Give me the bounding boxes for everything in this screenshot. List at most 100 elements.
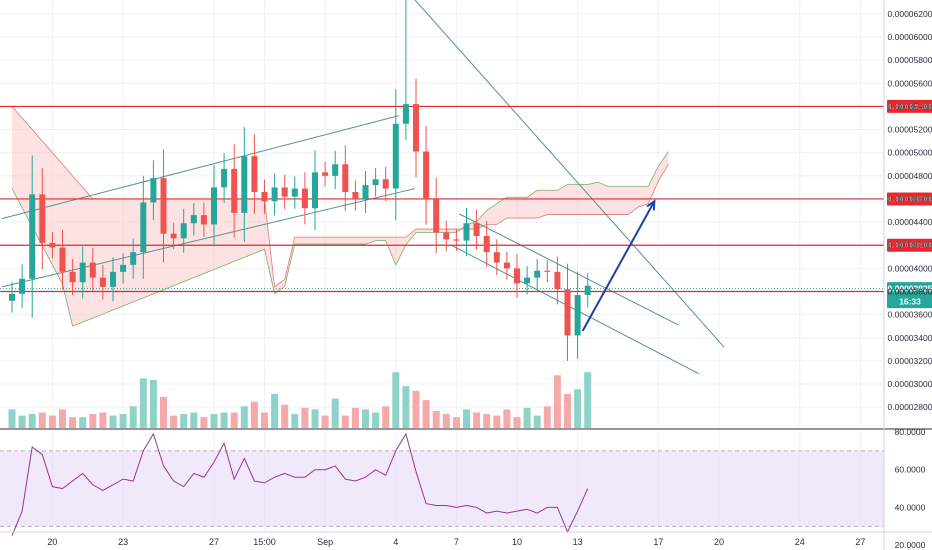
candle-body xyxy=(443,232,450,240)
volume-bar xyxy=(160,397,167,428)
volume-bar xyxy=(442,414,450,428)
time-tick-label: 27 xyxy=(209,537,219,547)
volume-bar xyxy=(362,409,369,428)
price-tick-label: 0.00003600 xyxy=(888,310,932,320)
rsi-tick-label: 80.0000 xyxy=(895,427,926,437)
trend-line xyxy=(1,188,416,288)
candle-body xyxy=(211,187,217,225)
volume-bar xyxy=(483,414,491,428)
candle-body xyxy=(332,164,339,176)
volume-bar xyxy=(240,406,248,428)
candle-body xyxy=(322,172,329,176)
candle-body xyxy=(79,262,86,283)
volume-bar xyxy=(382,406,390,428)
volume-bar xyxy=(402,386,410,428)
candle-body xyxy=(110,271,116,287)
rsi-band xyxy=(0,450,884,527)
forecast-arrow-head xyxy=(646,199,656,211)
candle-body xyxy=(180,223,187,239)
price-tick-label: 0.00004200 xyxy=(888,240,932,250)
last-price-label: 0.00003825 xyxy=(888,284,932,294)
volume-bar xyxy=(321,415,329,428)
rsi-pane xyxy=(0,432,884,536)
volume-bar xyxy=(473,412,481,428)
last-price-tag xyxy=(887,282,932,309)
trend-line xyxy=(459,213,679,326)
volume-bar xyxy=(564,393,571,428)
price-tick-label: 0.00004400 xyxy=(888,217,932,227)
cloud-fill xyxy=(12,106,669,327)
candle-body xyxy=(160,178,167,234)
candle-body xyxy=(261,192,268,202)
volume-bar xyxy=(422,400,430,428)
candle-body xyxy=(453,239,460,241)
volume-bar xyxy=(311,409,319,428)
candle-body xyxy=(463,223,470,241)
candle-body xyxy=(59,247,66,272)
volume-bar xyxy=(301,407,309,428)
volume-bar xyxy=(139,378,147,428)
volume-bar xyxy=(533,415,541,428)
rsi-line xyxy=(11,432,589,536)
price-tick-label: 0.00005600 xyxy=(888,78,932,88)
candle-body xyxy=(69,271,76,283)
price-tick-label: 0.00004800 xyxy=(888,171,932,181)
candle-body xyxy=(49,242,56,248)
level-tag-label: 0.00005400 xyxy=(888,101,932,111)
time-axis: 20 23 27 15:00 Sep 4 7 10 13 17 20 24 27 xyxy=(0,531,932,547)
volume-bar xyxy=(452,417,460,428)
volume-bar xyxy=(250,401,258,428)
forecast-arrow-shaft xyxy=(581,200,656,332)
time-tick-label: 13 xyxy=(573,537,583,547)
volume-bar xyxy=(230,412,238,428)
volume-bars xyxy=(8,372,592,428)
candle-body xyxy=(19,278,26,294)
volume-bar xyxy=(8,409,16,428)
price-tick-label: 0.00005400 xyxy=(888,101,932,111)
candle-body xyxy=(170,233,177,239)
price-tick-label: 0.00005800 xyxy=(888,55,932,65)
time-tick-label: 4 xyxy=(393,537,398,547)
level-tag xyxy=(887,99,932,113)
volume-bar xyxy=(291,414,299,428)
rsi-tick-label: 60.0000 xyxy=(895,465,926,475)
candle-body xyxy=(291,188,298,197)
volume-bar xyxy=(48,415,56,428)
time-tick-label: 24 xyxy=(795,537,805,547)
candle-body xyxy=(493,252,500,263)
candle-body xyxy=(251,156,258,193)
level-tag xyxy=(887,192,932,206)
rsi-tick-label: 20.0000 xyxy=(895,540,926,550)
volume-bar xyxy=(412,390,420,428)
volume-bar xyxy=(523,407,531,428)
candle-body xyxy=(301,188,308,209)
candle-body xyxy=(9,293,15,301)
candle-body xyxy=(120,264,127,272)
candle-body xyxy=(352,192,359,199)
time-tick-label: 17 xyxy=(653,537,663,547)
volume-bar xyxy=(89,414,97,428)
candle-body xyxy=(382,179,389,189)
candle-body xyxy=(514,268,520,284)
volume-bar xyxy=(119,414,127,428)
price-tick-label: 0.00006000 xyxy=(888,32,932,42)
volume-bar xyxy=(149,379,157,428)
price-tick-label: 0.00004000 xyxy=(888,263,932,273)
time-tick-label: 7 xyxy=(454,537,459,547)
volume-bar xyxy=(18,415,26,428)
price-tick-label: 0.00002800 xyxy=(888,402,932,412)
time-tick-label: Sep xyxy=(317,537,333,547)
price-tick-label: 0.00003200 xyxy=(888,356,932,366)
horizontal-levels[interactable]: 0.00005400 0.00004600 0.00004200 0.00003800… xyxy=(0,99,932,309)
volume-bar xyxy=(331,398,339,428)
trend-line xyxy=(1,115,399,220)
forecast-arrow[interactable] xyxy=(581,199,656,332)
volume-bar xyxy=(584,372,592,428)
volume-bar xyxy=(59,409,66,428)
candle-body xyxy=(190,215,197,224)
volume-bar xyxy=(38,412,46,428)
candle-body xyxy=(241,156,248,213)
candle-body xyxy=(483,235,490,253)
